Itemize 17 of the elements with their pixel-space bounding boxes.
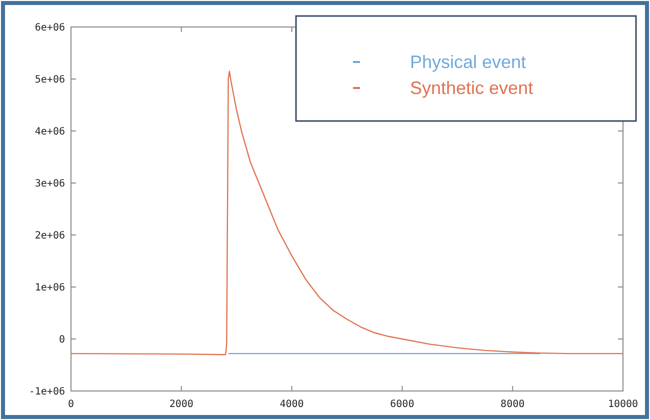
y-tick-label: 6e+06: [34, 22, 65, 34]
line-series: [70, 70, 624, 356]
x-tick-label: 6000: [390, 399, 414, 410]
x-tick-label: 4000: [280, 399, 304, 410]
y-tick-label: 4e+06: [34, 126, 65, 138]
x-tick-label: 10000: [608, 399, 638, 410]
y-tick-label: 3e+06: [34, 178, 65, 190]
x-tick-label: 0: [68, 399, 74, 410]
x-tick-label: 2000: [169, 399, 194, 410]
y-tick-label: 2e+06: [34, 230, 65, 242]
y-tick-label: 0: [58, 334, 65, 346]
y-tick-label: 1e+06: [34, 282, 65, 294]
text: Synthetic event: [410, 78, 534, 98]
y-tick-label: 5e+06: [34, 74, 65, 86]
x-tick-label: 8000: [500, 399, 525, 410]
y-tick-label: -1e+06: [28, 386, 65, 398]
text: Physical event: [410, 52, 526, 72]
